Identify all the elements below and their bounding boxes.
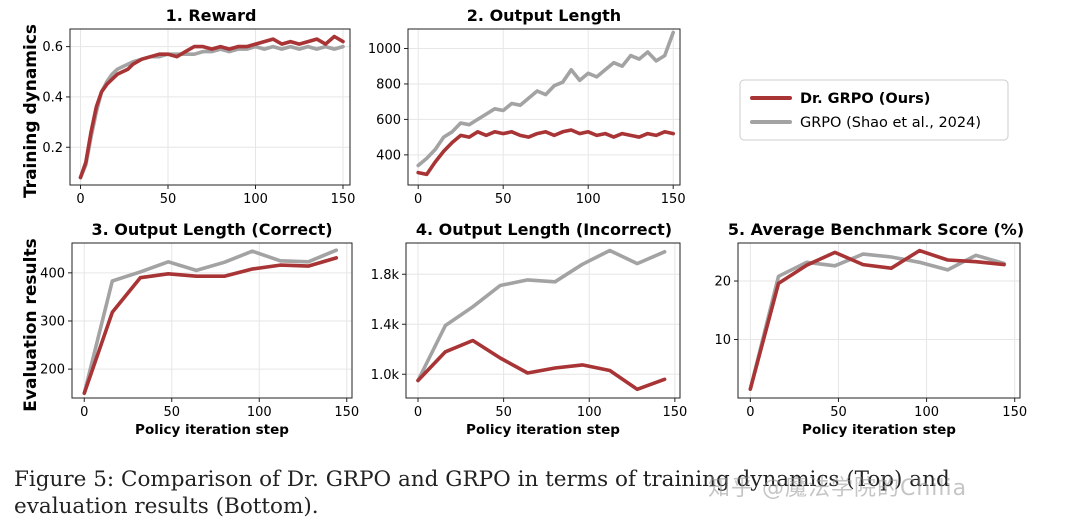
y-tick-label: 800 xyxy=(376,77,401,92)
x-axis-label: Policy iteration step xyxy=(466,422,620,438)
chart-title: 3. Output Length (Correct) xyxy=(91,220,332,239)
x-tick-label: 150 xyxy=(1002,405,1027,420)
x-tick-label: 100 xyxy=(247,405,272,420)
legend-grpo-label: GRPO (Shao et al., 2024) xyxy=(800,115,981,131)
x-tick-label: 50 xyxy=(160,192,177,207)
plot-frame xyxy=(737,242,1021,399)
y-tick-label: 0.4 xyxy=(42,90,63,105)
plot-frame xyxy=(407,28,681,186)
panel-output-length-correct: 3. Output Length (Correct) 0 50 100 150 200 30… xyxy=(40,220,359,438)
x-tick-label: 0 xyxy=(414,405,422,420)
panel-output-length-incorrect: 4. Output Length (Incorrect) 0 50 100 150 1.0… xyxy=(371,220,687,438)
legend-box xyxy=(739,79,1009,141)
row-label-bottom: Evaluation results xyxy=(21,238,41,411)
x-tick-label: 150 xyxy=(661,192,686,207)
row-label-top: Training dynamics xyxy=(21,24,41,198)
x-tick-label: 0 xyxy=(76,192,84,207)
series-line-grpo xyxy=(82,248,339,395)
x-tick-label: 100 xyxy=(576,192,601,207)
plot-frame xyxy=(69,28,351,186)
y-tick-label: 1000 xyxy=(368,42,401,57)
y-tick-label: 200 xyxy=(40,363,65,378)
x-tick-label: 100 xyxy=(914,405,939,420)
y-tick-label: 1.0k xyxy=(371,368,400,383)
y-tick-label: 400 xyxy=(376,148,401,163)
plot-frame xyxy=(405,242,681,399)
series-line-grpo xyxy=(416,248,667,383)
series-line-drgrpo xyxy=(82,256,339,395)
y-tick-label: 0.6 xyxy=(42,40,63,55)
chart-title: 4. Output Length (Incorrect) xyxy=(416,220,672,239)
chart-title: 5. Average Benchmark Score (%) xyxy=(728,220,1024,239)
x-tick-label: 50 xyxy=(163,405,180,420)
series-line-drgrpo xyxy=(416,338,667,392)
y-tick-label: 400 xyxy=(40,266,65,281)
x-tick-label: 50 xyxy=(830,405,847,420)
y-tick-label: 300 xyxy=(40,314,65,329)
series-line-grpo xyxy=(416,30,675,168)
x-tick-label: 150 xyxy=(334,405,359,420)
x-tick-label: 50 xyxy=(495,405,512,420)
y-tick-label: 600 xyxy=(376,113,401,128)
x-axis-label: Policy iteration step xyxy=(135,422,289,438)
chart-title: 1. Reward xyxy=(166,6,257,25)
x-axis-label: Policy iteration step xyxy=(802,422,956,438)
series-line-drgrpo xyxy=(748,248,1006,391)
legend-drgrpo-label: Dr. GRPO (Ours) xyxy=(800,91,930,107)
x-tick-label: 0 xyxy=(746,405,754,420)
series-line-grpo xyxy=(78,44,345,180)
x-tick-label: 50 xyxy=(495,192,512,207)
y-tick-label: 1.4k xyxy=(371,318,400,333)
panel-average-benchmark-score: 5. Average Benchmark Score (%) 0 50 100 150 1… xyxy=(714,220,1027,438)
legend: Dr. GRPO (Ours) GRPO (Shao et al., 2024) xyxy=(739,79,1009,141)
y-tick-label: 1.8k xyxy=(371,268,400,283)
x-tick-label: 100 xyxy=(577,405,602,420)
panel-output-length: 2. Output Length 0 50 100 150 400 600 800 1000 xyxy=(368,6,686,207)
x-tick-label: 0 xyxy=(80,405,88,420)
y-tick-label: 10 xyxy=(714,333,731,348)
series-line-drgrpo xyxy=(416,128,675,177)
series-line-drgrpo xyxy=(78,34,345,180)
figure-caption: Figure 5: Comparison of Dr. GRPO and GRP… xyxy=(14,467,950,519)
y-tick-label: 0.2 xyxy=(42,141,63,156)
y-tick-label: 20 xyxy=(714,275,731,290)
x-tick-label: 0 xyxy=(414,192,422,207)
panel-reward: 1. Reward 0 50 100 150 0.2 0.4 0.6 xyxy=(42,6,355,207)
x-tick-label: 150 xyxy=(662,405,687,420)
chart-title: 2. Output Length xyxy=(467,6,621,25)
figure: Training dynamics Evaluation results 1. … xyxy=(21,6,1027,438)
x-tick-label: 100 xyxy=(243,192,268,207)
series-line-grpo xyxy=(748,252,1006,391)
x-tick-label: 150 xyxy=(331,192,356,207)
